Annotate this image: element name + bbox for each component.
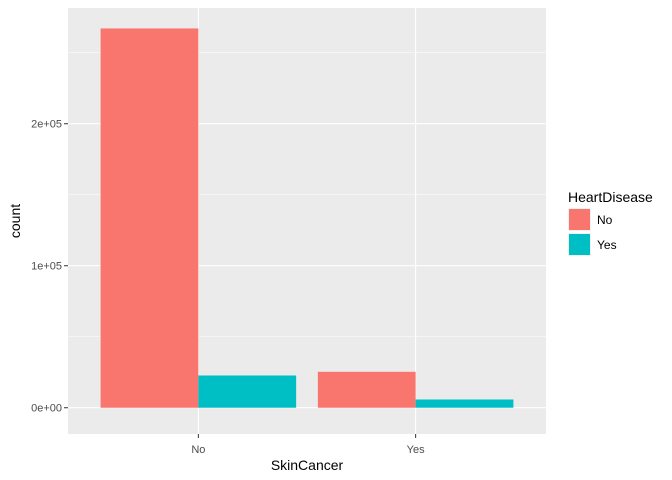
x-axis: No Yes xyxy=(191,434,425,456)
y-tick-label: 0e+00 xyxy=(31,403,62,415)
bar-yes-no xyxy=(317,371,416,408)
bars xyxy=(100,28,514,408)
x-axis-title: SkinCancer xyxy=(271,457,344,473)
bar-no-yes xyxy=(198,375,297,408)
legend-swatch-yes xyxy=(569,234,590,255)
legend-label-no: No xyxy=(597,213,613,227)
legend-label-yes: Yes xyxy=(597,238,617,252)
y-axis: 0e+00 1e+05 2e+05 xyxy=(31,119,68,415)
legend-title: HeartDisease xyxy=(568,189,653,205)
y-tick-label: 1e+05 xyxy=(31,261,62,273)
bar-no-no xyxy=(100,28,199,408)
y-tick-label: 2e+05 xyxy=(31,119,62,131)
bar-yes-yes xyxy=(415,399,514,408)
y-axis-title: count xyxy=(7,204,23,238)
x-tick-label: Yes xyxy=(407,444,425,456)
x-tick-label: No xyxy=(191,444,205,456)
legend-swatch-no xyxy=(569,209,590,230)
legend: HeartDisease No Yes xyxy=(568,189,653,256)
